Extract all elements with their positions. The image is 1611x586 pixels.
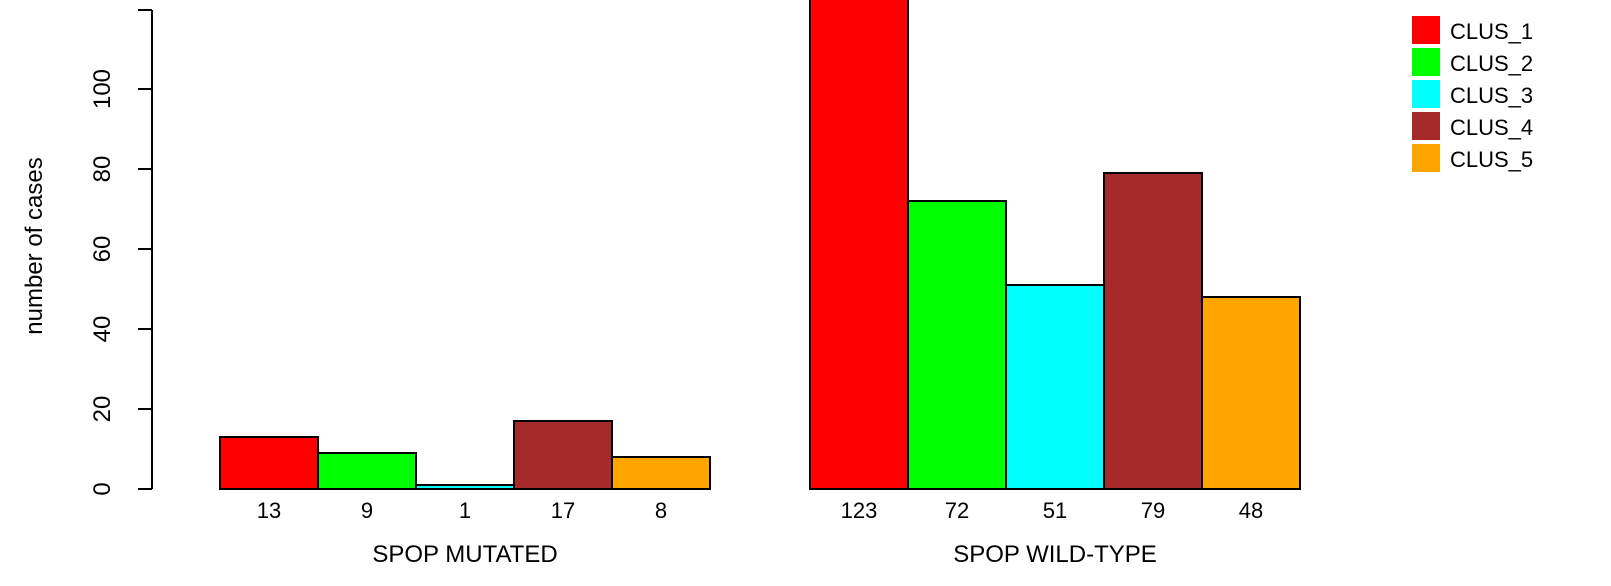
bar-spop-mutated-clus-5 — [611, 456, 711, 490]
bar-spop-wild-type-clus-2 — [907, 200, 1007, 490]
y-tick-label-0: 0 — [89, 482, 116, 495]
count-label-spop-mutated-2: 9 — [361, 498, 373, 523]
bar-spop-mutated-clus-4 — [513, 420, 613, 490]
count-label-spop-mutated-1: 13 — [257, 498, 281, 523]
count-label-spop-wild-type-1: 123 — [841, 498, 878, 523]
y-tick-label-60: 60 — [89, 236, 116, 263]
bar-spop-mutated-clus-1 — [219, 436, 319, 490]
legend-label-clus-1: CLUS_1 — [1450, 19, 1533, 44]
legend-swatch-clus-3 — [1412, 80, 1440, 108]
y-tick-label-40: 40 — [89, 316, 116, 343]
legend-label-clus-2: CLUS_2 — [1450, 51, 1533, 76]
y-tick-label-80: 80 — [89, 156, 116, 183]
count-label-spop-wild-type-4: 79 — [1141, 498, 1165, 523]
count-label-spop-wild-type-2: 72 — [945, 498, 969, 523]
bar-spop-wild-type-clus-5 — [1201, 296, 1301, 490]
legend-label-clus-3: CLUS_3 — [1450, 83, 1533, 108]
count-label-spop-mutated-5: 8 — [655, 498, 667, 523]
bars-layer — [219, 0, 1301, 490]
count-label-spop-mutated-3: 1 — [459, 498, 471, 523]
group-labels: SPOP MUTATED SPOP WILD-TYPE — [372, 541, 1156, 568]
count-label-spop-wild-type-5: 48 — [1239, 498, 1263, 523]
y-tick-label-20: 20 — [89, 396, 116, 423]
bar-spop-mutated-clus-3 — [415, 484, 515, 490]
bar-spop-wild-type-clus-3 — [1005, 284, 1105, 490]
bar-spop-wild-type-clus-4 — [1103, 172, 1203, 490]
legend-label-clus-5: CLUS_5 — [1450, 147, 1533, 172]
legend-label-clus-4: CLUS_4 — [1450, 115, 1533, 140]
legend-swatch-clus-5 — [1412, 144, 1440, 172]
bar-spop-wild-type-clus-1 — [809, 0, 909, 490]
legend: CLUS_1 CLUS_2 CLUS_3 CLUS_4 CLUS_5 — [1412, 16, 1533, 172]
count-label-spop-mutated-4: 17 — [551, 498, 575, 523]
bar-spop-mutated-clus-2 — [317, 452, 417, 490]
legend-swatch-clus-1 — [1412, 16, 1440, 44]
y-axis: 0 20 40 60 80 100 — [89, 9, 153, 496]
group-label-spop-wild-type: SPOP WILD-TYPE — [953, 541, 1157, 568]
y-axis-label: number of cases — [21, 157, 48, 334]
group-label-spop-mutated: SPOP MUTATED — [372, 541, 557, 568]
legend-swatch-clus-4 — [1412, 112, 1440, 140]
count-label-spop-wild-type-3: 51 — [1043, 498, 1067, 523]
legend-swatch-clus-2 — [1412, 48, 1440, 76]
count-labels: 13 9 1 17 8 123 72 51 79 48 — [257, 498, 1263, 523]
y-tick-label-100: 100 — [89, 69, 116, 109]
